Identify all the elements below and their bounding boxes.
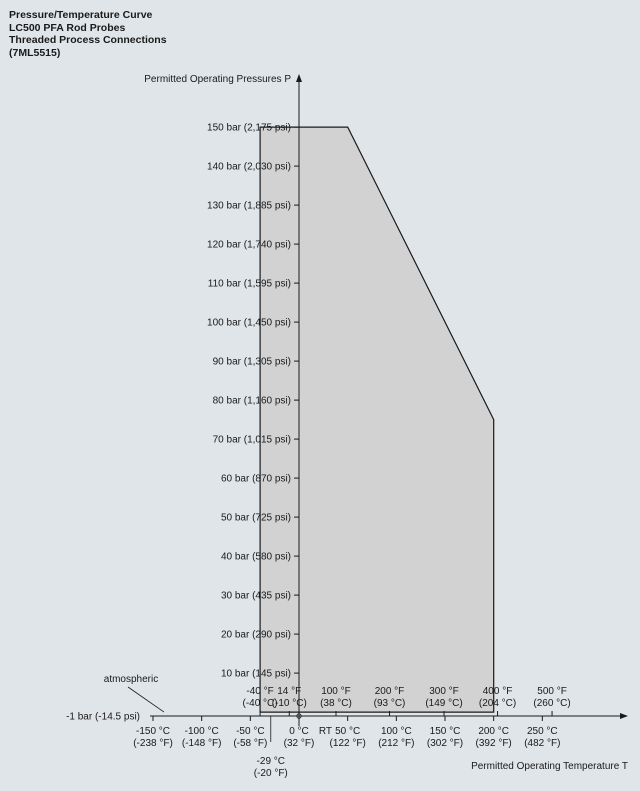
- x-tick-label-celsius-f: (392 °F): [476, 738, 512, 749]
- title-line: Threaded Process Connections: [9, 34, 167, 46]
- x-tick-label-fahrenheit: 200 °F: [375, 686, 405, 697]
- y-tick-label: 50 bar (725 psi): [221, 513, 291, 524]
- atmospheric-leader-line: [127, 686, 165, 713]
- y-axis-title: Permitted Operating Pressures P: [144, 74, 291, 85]
- x-axis-title: Permitted Operating Temperature T: [471, 761, 628, 772]
- x-tick-label-celsius-f: (302 °F): [427, 738, 463, 749]
- chart-title: Pressure/Temperature Curve LC500 PFA Rod…: [9, 9, 167, 59]
- y-tick-label: 70 bar (1,015 psi): [213, 435, 291, 446]
- operating-region-area: [259, 126, 495, 713]
- x-tick-label-fahrenheit-c: (38 °C): [320, 698, 352, 709]
- y-tick-label: 100 bar (1,450 psi): [207, 318, 291, 329]
- x-tick-label-celsius-f: (32 °F): [284, 738, 315, 749]
- x-tick-label-celsius-f: (-148 °F): [182, 738, 222, 749]
- x-tick-label-fahrenheit: 14 °F: [277, 686, 301, 697]
- x-tick-label-celsius-f: (482 °F): [524, 738, 560, 749]
- x-tick-label-celsius: -150 °C: [136, 726, 170, 737]
- x-tick-label-fahrenheit-c: (-10 °C): [272, 698, 307, 709]
- title-line: (7ML5515): [9, 46, 61, 59]
- x-tick-label-celsius: 0 °C: [289, 726, 309, 737]
- origin-marker: [296, 713, 302, 719]
- y-tick-label: 120 bar (1,740 psi): [207, 240, 291, 251]
- x-tick-label-fahrenheit: 400 °F: [483, 686, 513, 697]
- y-tick-label: 90 bar (1,305 psi): [213, 357, 291, 368]
- y-bottom-label: -1 bar (-14.5 psi): [66, 712, 140, 723]
- y-tick-label: 130 bar (1,885 psi): [207, 201, 291, 212]
- x-tick-label-fahrenheit: 500 °F: [537, 686, 567, 697]
- x-tick-label-celsius: 100 °C: [381, 726, 412, 737]
- y-tick-label: 60 bar (870 psi): [221, 474, 291, 485]
- x-tick-label-celsius: 250 °C: [527, 726, 558, 737]
- x-tick-label-celsius: -100 °C: [185, 726, 219, 737]
- x-tick-label-celsius: 200 °C: [478, 726, 509, 737]
- x-tick-label-celsius: 150 °C: [430, 726, 461, 737]
- x-tick-label-fahrenheit-c: (-40 °C): [243, 698, 278, 709]
- y-axis-arrow: [296, 74, 302, 82]
- x-tick-label-celsius-f: (-238 °F): [133, 738, 173, 749]
- y-tick-label: 10 bar (145 psi): [221, 669, 291, 680]
- x-marker-label: -29 °C: [257, 756, 285, 767]
- x-tick-label-fahrenheit-c: (260 °C): [533, 698, 570, 709]
- y-tick-label: 150 bar (2,175 psi): [207, 123, 291, 134]
- x-tick-label-celsius-f: (-58 °F): [233, 738, 267, 749]
- x-marker-label-f: (-20 °F): [254, 768, 288, 779]
- y-tick-label: 30 bar (435 psi): [221, 591, 291, 602]
- x-marker-label-rt: RT: [319, 726, 332, 737]
- x-tick-label-celsius: 50 °C: [335, 726, 360, 737]
- x-axis-arrow: [620, 713, 628, 719]
- title-line: LC500 PFA Rod Probes: [9, 21, 126, 34]
- y-tick-label: 110 bar (1,595 psi): [208, 279, 291, 290]
- x-tick-label-fahrenheit: 300 °F: [429, 686, 459, 697]
- x-tick-label-fahrenheit: 100 °F: [321, 686, 351, 697]
- y-tick-label: 80 bar (1,160 psi): [213, 396, 291, 407]
- y-tick-label: 40 bar (580 psi): [221, 552, 291, 563]
- x-tick-label-celsius-f: (122 °F): [330, 738, 366, 749]
- x-tick-label-fahrenheit-c: (93 °C): [374, 698, 406, 709]
- title-line: Pressure/Temperature Curve: [9, 9, 153, 21]
- x-tick-label-fahrenheit: -40 °F: [246, 686, 273, 697]
- y-tick-label: 140 bar (2,030 psi): [207, 162, 291, 173]
- atmospheric-label: atmospheric: [104, 674, 158, 685]
- x-tick-label-fahrenheit-c: (204 °C): [479, 698, 516, 709]
- x-tick-label-fahrenheit-c: (149 °C): [425, 698, 462, 709]
- y-tick-label: 20 bar (290 psi): [221, 630, 291, 641]
- x-tick-label-celsius-f: (212 °F): [378, 738, 414, 749]
- x-tick-label-celsius: -50 °C: [236, 726, 264, 737]
